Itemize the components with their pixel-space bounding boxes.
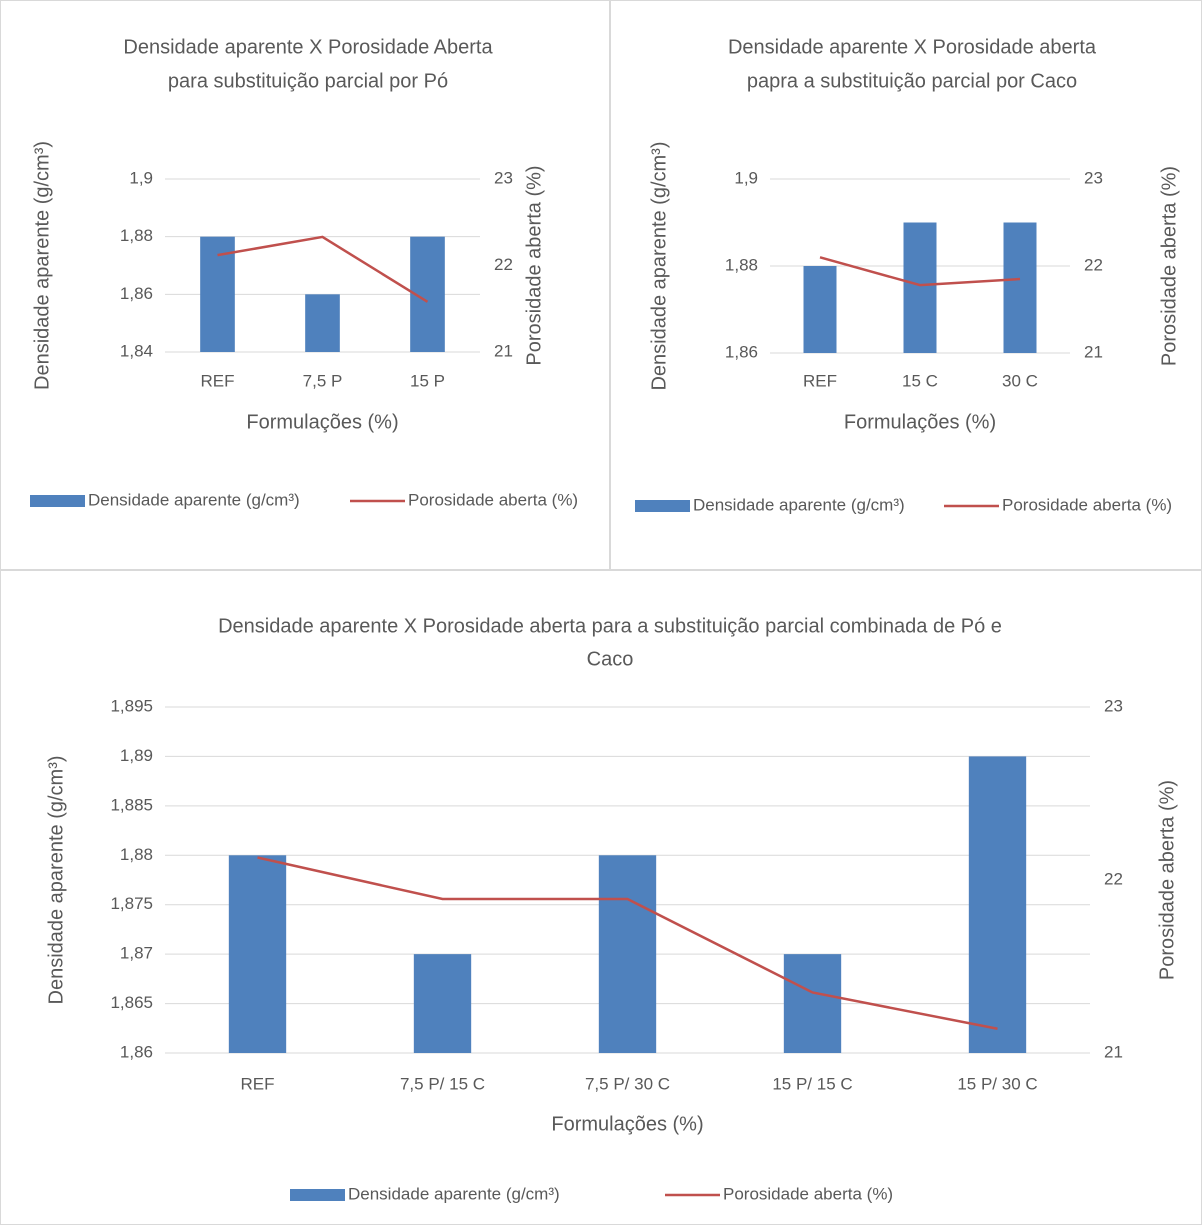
x-axis-label: Formulações (%) [246,411,398,433]
legend-label: Porosidade aberta (%) [1002,495,1172,514]
y2-tick-label: 23 [494,168,513,187]
bar [903,222,937,353]
y2-tick-label: 23 [1084,168,1103,187]
y-tick-label: 1,9 [129,168,153,187]
x-tick-label: 15 P/ 15 C [772,1074,852,1093]
y2-tick-label: 21 [494,341,513,360]
y-tick-label: 1,865 [110,993,153,1012]
y2-axis-label: Porosidade aberta (%) [523,165,545,365]
y2-tick-label: 21 [1084,342,1103,361]
panel [0,0,610,570]
line-series [257,856,998,1031]
legend-label: Porosidade aberta (%) [723,1184,893,1203]
x-tick-label: 7,5 P [303,371,343,390]
x-tick-label: 15 P/ 30 C [957,1074,1037,1093]
y-axis-label: Densidade aparente (g/cm³) [45,755,67,1004]
y2-tick-label: 23 [1104,696,1123,715]
x-tick-label: REF [803,371,837,390]
bar [598,855,657,1053]
bar [968,756,1027,1053]
bar [305,294,340,352]
y-tick-label: 1,89 [120,746,153,765]
y2-tick-label: 22 [1104,869,1123,888]
y2-tick-label: 21 [1104,1042,1123,1061]
chart-title: Densidade aparente X Porosidade Aberta [123,36,493,58]
x-tick-label: 7,5 P/ 30 C [585,1074,670,1093]
line-series [819,256,1021,287]
bar [413,954,472,1053]
chart-title: Caco [587,648,634,670]
legend-swatch [30,495,85,507]
chart-title: Densidade aparente X Porosidade aberta [728,36,1097,58]
y2-tick-label: 22 [494,255,513,274]
x-tick-label: REF [241,1074,275,1093]
legend-label: Densidade aparente (g/cm³) [88,490,300,509]
x-tick-label: 15 P [410,371,445,390]
bar [783,954,842,1053]
legend-label: Densidade aparente (g/cm³) [348,1184,560,1203]
y-tick-label: 1,88 [120,845,153,864]
y2-tick-label: 22 [1084,255,1103,274]
bar [803,266,837,353]
y-tick-label: 1,88 [120,226,153,245]
y-tick-label: 1,86 [120,1042,153,1061]
y2-axis-label: Porosidade aberta (%) [1156,780,1178,980]
y-tick-label: 1,875 [110,894,153,913]
x-tick-label: 15 C [902,371,938,390]
y-tick-label: 1,88 [725,255,758,274]
y2-axis-label: Porosidade aberta (%) [1158,166,1180,366]
chart-title: Densidade aparente X Porosidade aberta p… [218,615,1002,637]
x-tick-label: 7,5 P/ 15 C [400,1074,485,1093]
x-tick-label: REF [201,371,235,390]
bar [200,236,235,352]
chart-title: para substituição parcial por Pó [168,70,448,92]
legend-swatch [290,1189,345,1201]
y-axis-label: Densidade aparente (g/cm³) [31,141,53,390]
bar [228,855,287,1053]
y-tick-label: 1,86 [120,284,153,303]
legend-label: Porosidade aberta (%) [408,490,578,509]
legend-label: Densidade aparente (g/cm³) [693,495,905,514]
y-axis-label: Densidade aparente (g/cm³) [648,141,670,390]
x-axis-label: Formulações (%) [551,1113,703,1135]
bar [1003,222,1037,353]
y-tick-label: 1,86 [725,342,758,361]
x-tick-label: 30 C [1002,371,1038,390]
chart-title: papra a substituição parcial por Caco [747,70,1077,92]
legend-swatch [635,500,690,512]
y-tick-label: 1,9 [734,168,758,187]
y-tick-label: 1,84 [120,341,153,360]
line-series [217,235,429,303]
x-axis-label: Formulações (%) [844,411,996,433]
y-tick-label: 1,895 [110,696,153,715]
y-tick-label: 1,87 [120,944,153,963]
y-tick-label: 1,885 [110,795,153,814]
